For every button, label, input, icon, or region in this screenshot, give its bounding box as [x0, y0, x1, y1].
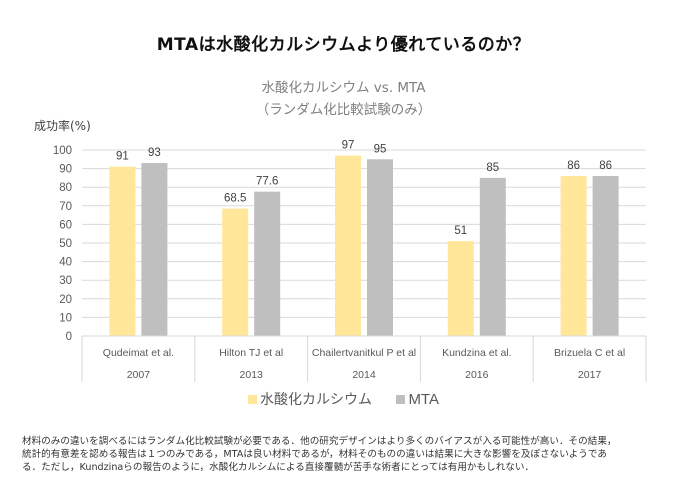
data-label: 68.5	[224, 193, 246, 205]
y-tick-label: 80	[59, 182, 72, 194]
y-tick-label: 70	[59, 201, 72, 213]
y-tick-label: 20	[59, 294, 72, 306]
data-label: 86	[599, 160, 612, 172]
category-label-year: 2007	[127, 369, 151, 381]
category-label-study: Hilton TJ et al	[219, 347, 283, 359]
category-label-study: Chailertvanitkul P et al	[312, 347, 416, 359]
y-tick-label: 90	[59, 164, 72, 176]
page-title: MTAは水酸化カルシウムより優れているのか？	[156, 35, 531, 55]
y-tick-label: 100	[53, 145, 72, 157]
chart-title: 水酸化カルシウム vs. MTA	[261, 80, 426, 96]
bar-calcium-hydroxide	[447, 241, 474, 336]
chart-subtitle: （ランダム化比較試験のみ）	[255, 102, 432, 118]
bar-mta	[479, 177, 506, 336]
data-labels: 91 93 68.5 77.6 97 95 51 85 86 86	[116, 140, 612, 238]
footnote-line: 材料のみの違いを調べるにはランダム化比較試験が必要である．他の研究デザインはより…	[22, 436, 617, 447]
category-label-study: Qudeimat et al.	[103, 347, 174, 359]
legend-swatch-calcium-hydroxide	[247, 394, 257, 404]
y-tick-label: 40	[59, 257, 72, 269]
legend-label-mta: MTA	[408, 390, 439, 408]
data-label: 95	[374, 143, 387, 155]
bar-mta	[367, 159, 393, 336]
legend-label-calcium-hydroxide: 水酸化カルシウム	[259, 392, 372, 408]
bar-calcium-hydroxide	[222, 208, 249, 336]
y-tick-label: 30	[59, 275, 72, 287]
category-label-year: 2013	[240, 369, 264, 381]
y-axis-label: 成功率(%)	[34, 119, 91, 133]
legend: 水酸化カルシウム MTA	[0, 389, 687, 409]
legend-item-mta: MTA	[396, 391, 439, 408]
category-axis-table: Qudeimat et al. 2007 Hilton TJ et al 2013 Ch…	[81, 335, 647, 382]
data-label: 93	[148, 147, 161, 159]
footnote: 材料のみの違いを調べるにはランダム化比較試験が必要である．他の研究デザインはより…	[22, 435, 672, 474]
bar-calcium-hydroxide	[560, 176, 587, 336]
bar-mta	[254, 191, 281, 336]
data-label: 77.6	[256, 176, 278, 188]
data-label: 85	[486, 162, 499, 174]
legend-item-calcium-hydroxide: 水酸化カルシウム	[247, 389, 372, 409]
legend-swatch-mta	[396, 394, 406, 404]
y-tick-label: 60	[59, 219, 72, 231]
category-label-study: Brizuela C et al	[554, 347, 625, 359]
data-label: 97	[342, 140, 355, 152]
data-label: 86	[567, 160, 580, 172]
y-tick-label: 10	[59, 312, 72, 324]
data-label: 91	[116, 151, 129, 163]
category-label-year: 2016	[465, 369, 489, 381]
bar-calcium-hydroxide	[335, 155, 361, 336]
y-tick-label: 50	[59, 238, 72, 250]
bars	[109, 155, 619, 336]
category-label-study: Kundzina et al.	[442, 347, 511, 359]
footnote-line: る．ただし，Kundzinaらの報告のように，水酸化カルシムによる直接覆髄が苦手…	[22, 462, 535, 473]
bar-mta	[141, 163, 168, 336]
gridlines	[82, 149, 646, 318]
bar-calcium-hydroxide	[109, 166, 136, 336]
y-axis-ticks: 0 10 20 30 40 50 60 70 80 90 100	[53, 145, 72, 343]
bar-mta	[592, 176, 619, 336]
footnote-line: 統計的有意差を認める報告は１つのみである，MTAは良い材料であるが，材料そのもの…	[22, 449, 607, 460]
data-label: 51	[454, 225, 467, 237]
category-label-year: 2014	[352, 369, 376, 381]
category-label-year: 2017	[578, 369, 602, 381]
y-tick-label: 0	[66, 331, 72, 343]
